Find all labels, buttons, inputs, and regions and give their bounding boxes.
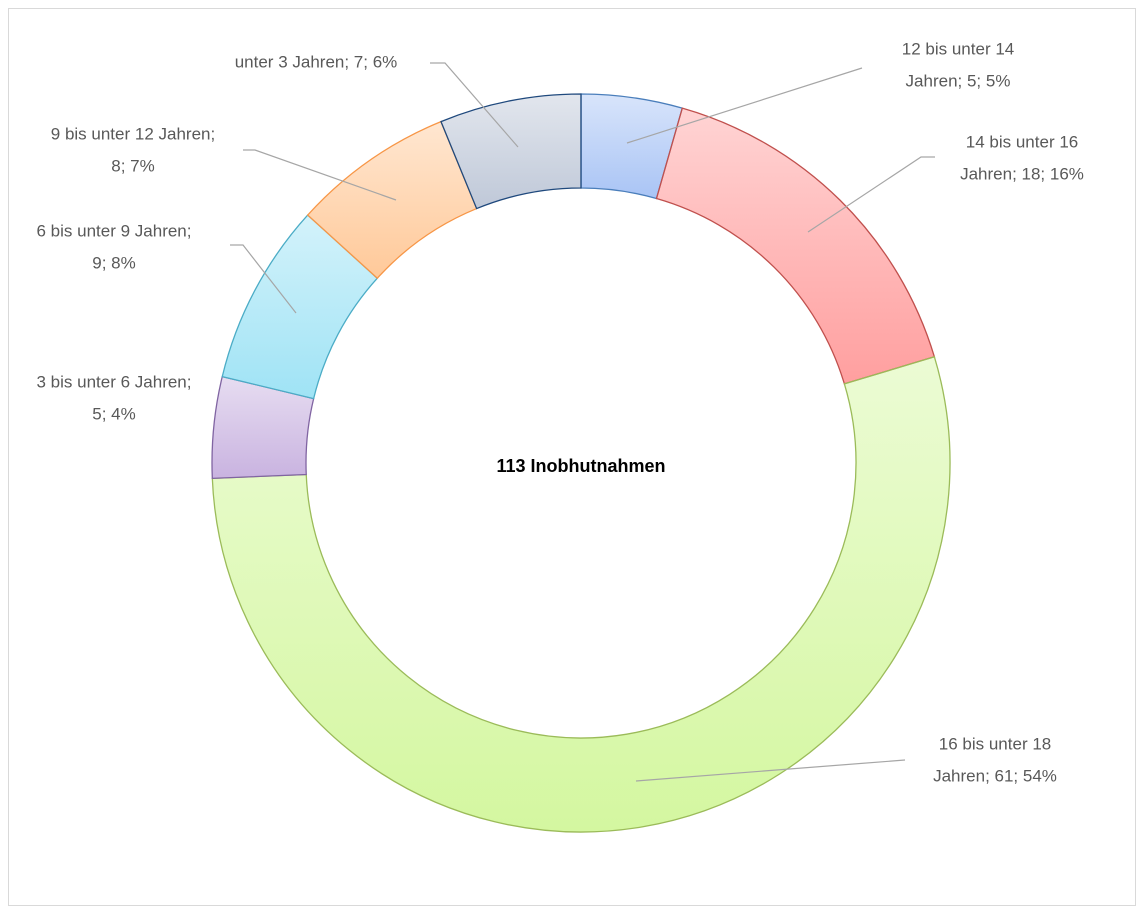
data-label: 3 bis unter 6 Jahren; [37,372,192,391]
data-label: Jahren; 61; 54% [933,766,1057,785]
donut-slice [211,355,951,833]
leader-line [430,62,519,148]
data-label: 5; 4% [92,404,135,423]
data-label: 9 bis unter 12 Jahren; [51,124,215,143]
data-label: 9; 8% [92,253,135,272]
data-label: 12 bis unter 14 [902,39,1014,58]
data-label: Jahren; 5; 5% [906,71,1011,90]
data-label: 16 bis unter 18 [939,734,1051,753]
leader-line [635,759,906,782]
leader-line [807,156,935,233]
data-label: unter 3 Jahren; 7; 6% [235,52,398,71]
center-label: 113 Inobhutnahmen [496,456,665,476]
leader-line [243,149,397,201]
chart-frame [8,8,1136,906]
leader-line [626,67,863,144]
data-label: 8; 7% [111,156,154,175]
data-label: 14 bis unter 16 [966,132,1078,151]
leader-line [230,244,297,314]
donut-slice [655,107,936,385]
data-label: Jahren; 18; 16% [960,164,1084,183]
data-label: 6 bis unter 9 Jahren; [37,221,192,240]
